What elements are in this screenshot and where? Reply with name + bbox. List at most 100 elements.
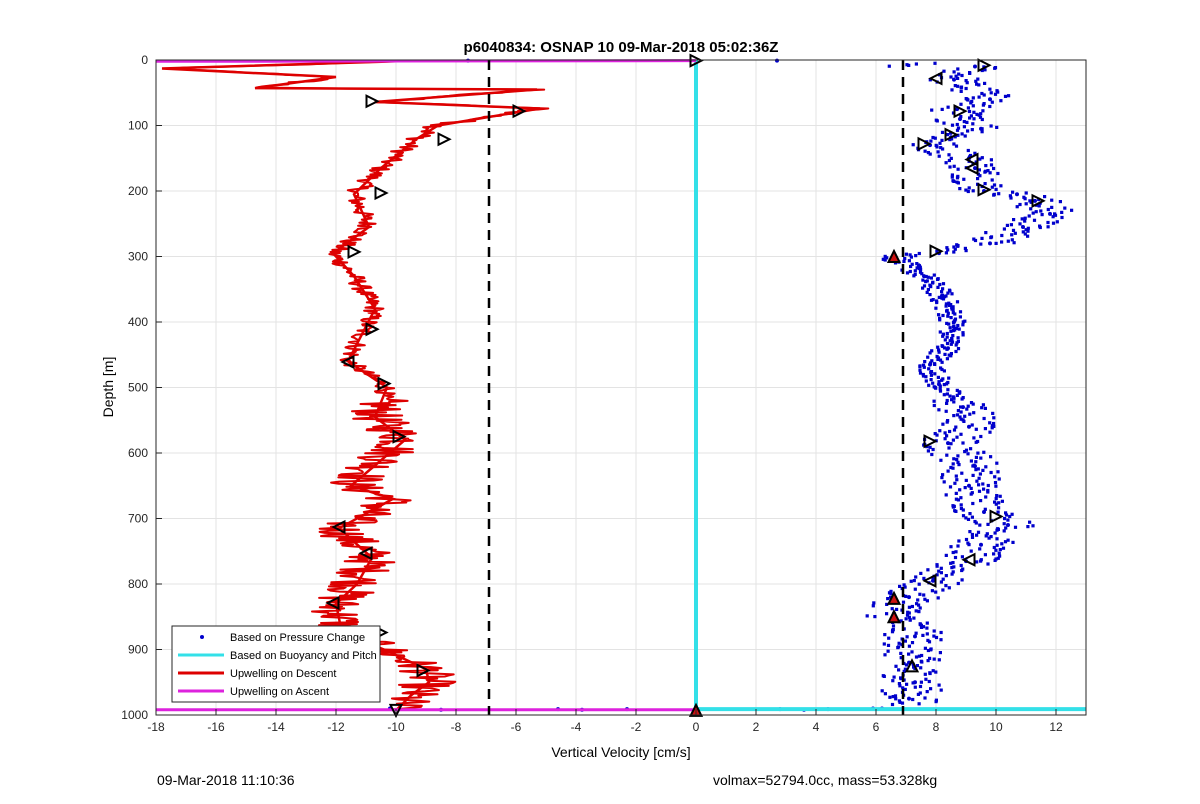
- pressure-point: [951, 570, 955, 574]
- pressure-point: [885, 602, 889, 606]
- pressure-point: [945, 401, 949, 405]
- triangle-marker: [331, 519, 346, 535]
- pressure-point: [934, 670, 938, 674]
- pressure-point: [1004, 513, 1009, 517]
- pressure-point: [922, 365, 926, 369]
- pressure-point: [954, 74, 958, 78]
- y-tick-label: 300: [128, 250, 148, 264]
- pressure-point: [917, 654, 921, 658]
- pressure-point: [930, 349, 934, 353]
- x-tick-label: -12: [327, 720, 345, 734]
- pressure-point: [941, 297, 946, 301]
- pressure-point: [931, 576, 935, 580]
- pressure-point: [931, 381, 935, 385]
- pressure-point: [955, 458, 959, 462]
- pressure-point: [961, 508, 965, 512]
- pressure-point: [908, 253, 912, 257]
- pressure-point: [929, 298, 934, 302]
- pressure-point: [954, 474, 958, 478]
- pressure-point: [1012, 218, 1016, 222]
- pressure-point: [981, 403, 985, 407]
- pressure-point: [957, 391, 961, 395]
- pressure-point: [946, 248, 950, 252]
- pressure-point: [1011, 540, 1015, 544]
- pressure-point: [966, 148, 970, 153]
- pressure-point: [960, 578, 964, 582]
- pressure-point: [945, 434, 949, 438]
- pressure-point: [971, 473, 975, 477]
- pressure-point: [1048, 211, 1052, 216]
- pressure-point: [941, 313, 945, 318]
- pressure-point: [990, 100, 994, 104]
- pressure-point: [975, 112, 979, 116]
- pressure-point: [952, 245, 956, 249]
- pressure-point: [883, 633, 887, 637]
- pressure-point: [886, 643, 891, 647]
- pressure-point: [950, 572, 954, 576]
- pressure-point: [1033, 198, 1037, 203]
- pressure-point: [988, 171, 992, 175]
- pressure-point: [993, 66, 997, 70]
- pressure-point: [1013, 525, 1018, 529]
- pressure-point: [941, 332, 945, 336]
- x-tick-label: -2: [631, 720, 642, 734]
- pressure-point: [959, 503, 963, 507]
- pressure-point: [977, 113, 981, 117]
- pressure-point: [956, 460, 960, 464]
- pressure-point: [910, 650, 914, 654]
- pressure-point: [939, 630, 943, 635]
- pressure-point: [988, 87, 992, 91]
- pressure-point: [950, 337, 954, 341]
- pressure-point: [992, 183, 997, 187]
- pressure-point: [912, 274, 916, 278]
- pressure-point: [944, 251, 948, 255]
- pressure-point: [972, 117, 976, 121]
- pressure-point: [955, 300, 960, 304]
- pressure-point: [987, 536, 991, 540]
- pressure-point: [917, 582, 921, 586]
- pressure-point: [972, 237, 976, 241]
- triangle-marker: [1031, 193, 1046, 208]
- pressure-point: [949, 75, 953, 79]
- pressure-point: [960, 471, 964, 475]
- pressure-point: [937, 569, 941, 573]
- pressure-point: [936, 596, 940, 600]
- pressure-point: [964, 86, 968, 91]
- pressure-point: [962, 120, 966, 124]
- pressure-point: [1021, 225, 1025, 230]
- pressure-point: [986, 490, 990, 494]
- pressure-point: [924, 274, 928, 279]
- pressure-point: [949, 131, 953, 135]
- pressure-point: [1011, 190, 1015, 194]
- pressure-point: [936, 357, 940, 361]
- pressure-point: [907, 644, 911, 648]
- pressure-point: [963, 134, 967, 138]
- pressure-point: [949, 545, 953, 549]
- pressure-point: [907, 611, 911, 615]
- pressure-point: [917, 702, 921, 706]
- pressure-point: [886, 649, 890, 653]
- pressure-point: [938, 358, 943, 362]
- pressure-point: [931, 298, 935, 302]
- pressure-point: [904, 252, 908, 256]
- pressure-point: [945, 420, 949, 424]
- pressure-point: [966, 98, 970, 102]
- pressure-point: [919, 267, 923, 271]
- pressure-point: [974, 460, 978, 464]
- pressure-point: [936, 375, 940, 379]
- pressure-point: [995, 537, 999, 541]
- pressure-point: [956, 544, 960, 548]
- pressure-point: [930, 452, 934, 457]
- pressure-point: [997, 506, 1001, 510]
- pressure-point: [935, 433, 939, 437]
- pressure-point: [951, 466, 955, 470]
- pressure-point: [945, 309, 949, 313]
- pressure-point: [915, 602, 919, 606]
- triangle-marker: [904, 658, 920, 673]
- pressure-point: [990, 178, 994, 182]
- pressure-point: [1040, 213, 1044, 217]
- pressure-point: [927, 383, 931, 387]
- pressure-point: [942, 69, 946, 73]
- pressure-point: [919, 680, 923, 684]
- pressure-point: [951, 438, 955, 442]
